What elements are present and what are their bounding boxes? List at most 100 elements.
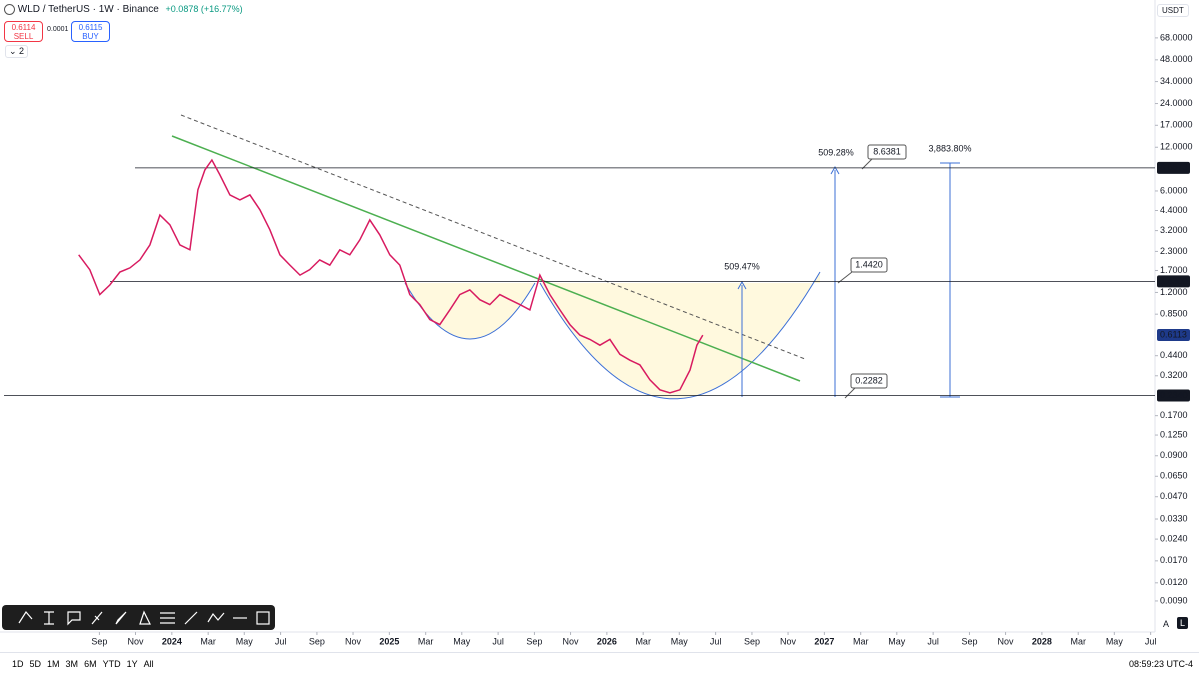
x-tick-label: Jul (275, 636, 287, 646)
leader-line (844, 387, 856, 399)
x-tick-label: 2024 (162, 636, 182, 646)
y-tick-label: 0.0330 (1160, 513, 1188, 523)
scale-auto[interactable]: A (1163, 619, 1170, 629)
y-tick-label: 34.0000 (1160, 76, 1193, 86)
x-tick-label: Jul (492, 636, 504, 646)
x-tick-label: Nov (128, 636, 145, 646)
x-tick-label: Mar (853, 636, 869, 646)
level-price-label: 0.2340 (1160, 390, 1188, 400)
buy-button[interactable]: 0.6115 BUY (71, 21, 110, 42)
x-tick-label: Sep (744, 636, 760, 646)
buy-price: 0.6115 (78, 23, 103, 32)
percent-label: 509.47% (724, 261, 760, 271)
tool-icon[interactable] (115, 611, 127, 625)
y-tick-label: 48.0000 (1160, 54, 1193, 64)
sell-price: 0.6114 (11, 23, 36, 32)
tool-icon[interactable] (256, 611, 270, 625)
y-tick-label: 0.4400 (1160, 350, 1188, 360)
toolbar-bg (2, 605, 275, 630)
range-button[interactable]: 1Y (126, 659, 138, 669)
sell-label: SELL (13, 32, 34, 41)
tool-icon[interactable] (67, 611, 81, 626)
tool-icon[interactable] (44, 611, 54, 625)
clock: 08:59:23 UTC-4 (1128, 659, 1193, 669)
indicators-toggle[interactable]: ⌄ 2 (5, 45, 29, 58)
y-tick-label: 3.2000 (1160, 225, 1188, 235)
y-tick-label: 6.0000 (1160, 185, 1188, 195)
x-tick-label: Sep (91, 636, 107, 646)
y-tick-label: 4.4000 (1160, 205, 1188, 215)
scale-log[interactable]: L (1177, 617, 1189, 629)
x-tick-label: May (671, 636, 689, 646)
x-tick-label: Jul (710, 636, 722, 646)
arrow-head (830, 165, 840, 175)
y-tick-label: 0.0650 (1160, 471, 1188, 481)
y-tick-label: 0.3200 (1160, 370, 1188, 380)
tool-icon[interactable] (91, 611, 103, 625)
tool-icon[interactable] (184, 611, 198, 625)
range-button[interactable]: 1D (12, 659, 24, 669)
spread: 0.0001 (47, 26, 69, 33)
symbol-icon (4, 4, 15, 15)
x-tick-label: 2025 (379, 636, 399, 646)
x-tick-label: Jul (1145, 636, 1157, 646)
cup-fill (540, 272, 820, 399)
price-note: 1.4420 (855, 259, 883, 269)
level-price-tag (1157, 275, 1190, 288)
range-button[interactable]: All (143, 659, 154, 669)
level-price-label: 1.4300 (1160, 276, 1188, 286)
tool-icon[interactable] (139, 610, 151, 625)
range-button[interactable]: 6M (84, 659, 97, 669)
currency-select[interactable]: USDT (1157, 4, 1189, 17)
y-tick-label: 24.0000 (1160, 98, 1193, 108)
y-tick-label: 1.2000 (1160, 287, 1188, 297)
tool-icon[interactable] (160, 612, 175, 624)
x-tick-label: Jul (927, 636, 939, 646)
y-tick-label: 0.0900 (1160, 450, 1188, 460)
x-tick-label: 2028 (1032, 636, 1052, 646)
x-tick-label: May (1106, 636, 1124, 646)
y-tick-label: 1.7000 (1160, 265, 1188, 275)
range-button[interactable]: 5D (29, 659, 42, 669)
x-tick-label: Mar (635, 636, 651, 646)
y-tick-label: 0.0470 (1160, 491, 1188, 501)
buy-label: BUY (82, 32, 99, 41)
x-tick-label: Nov (780, 636, 797, 646)
last-price-label: 0.6113 (1160, 329, 1187, 339)
indicator-count: 2 (19, 46, 25, 56)
tool-icon[interactable] (207, 612, 225, 623)
level-price-tag (1157, 389, 1190, 402)
symbol-title[interactable]: WLD / TetherUS · 1W · Binance (17, 4, 159, 16)
plot-area: 509.28% 8.6381 3,883.80% 509.47% 1.4420 … (4, 114, 1155, 400)
y-tick-label: 0.1250 (1160, 429, 1188, 439)
range-button[interactable]: YTD (102, 659, 121, 669)
y-tick-label: 0.8500 (1160, 309, 1188, 319)
y-tick-label: 0.0170 (1160, 555, 1188, 565)
y-tick-label: 2.3000 (1160, 246, 1188, 256)
price-note: 8.6381 (873, 146, 901, 156)
x-tick-label: Mar (1070, 636, 1086, 646)
y-tick-label: 68.0000 (1160, 32, 1193, 42)
price-change: +0.0878 (+16.77%) (165, 4, 243, 15)
tool-icon[interactable] (18, 610, 33, 624)
trend-line (171, 135, 801, 382)
percent-label: 3,883.80% (928, 143, 971, 153)
sell-button[interactable]: 0.6114 SELL (4, 21, 43, 42)
bottom-bar: 1D 5D 1M 3M 6M YTD 1Y All 08:59:23 UTC-4 (0, 652, 1199, 675)
level-price-tag (1157, 161, 1190, 174)
y-tick-label: 0.0120 (1160, 577, 1188, 587)
x-tick-label: May (236, 636, 254, 646)
x-tick-label: May (888, 636, 906, 646)
arrow-head (737, 280, 747, 290)
y-tick-label: 0.0240 (1160, 533, 1188, 543)
y-tick-label: 17.0000 (1160, 120, 1193, 130)
x-tick-label: 2027 (814, 636, 834, 646)
x-tick-label: Nov (345, 636, 362, 646)
last-price-tag (1157, 328, 1190, 341)
range-button[interactable]: 3M (65, 659, 79, 669)
price-note-box (850, 257, 888, 273)
y-tick-label: 12.0000 (1160, 142, 1193, 152)
drawing-toolbar (2, 605, 275, 630)
range-button[interactable]: 1M (47, 659, 60, 669)
